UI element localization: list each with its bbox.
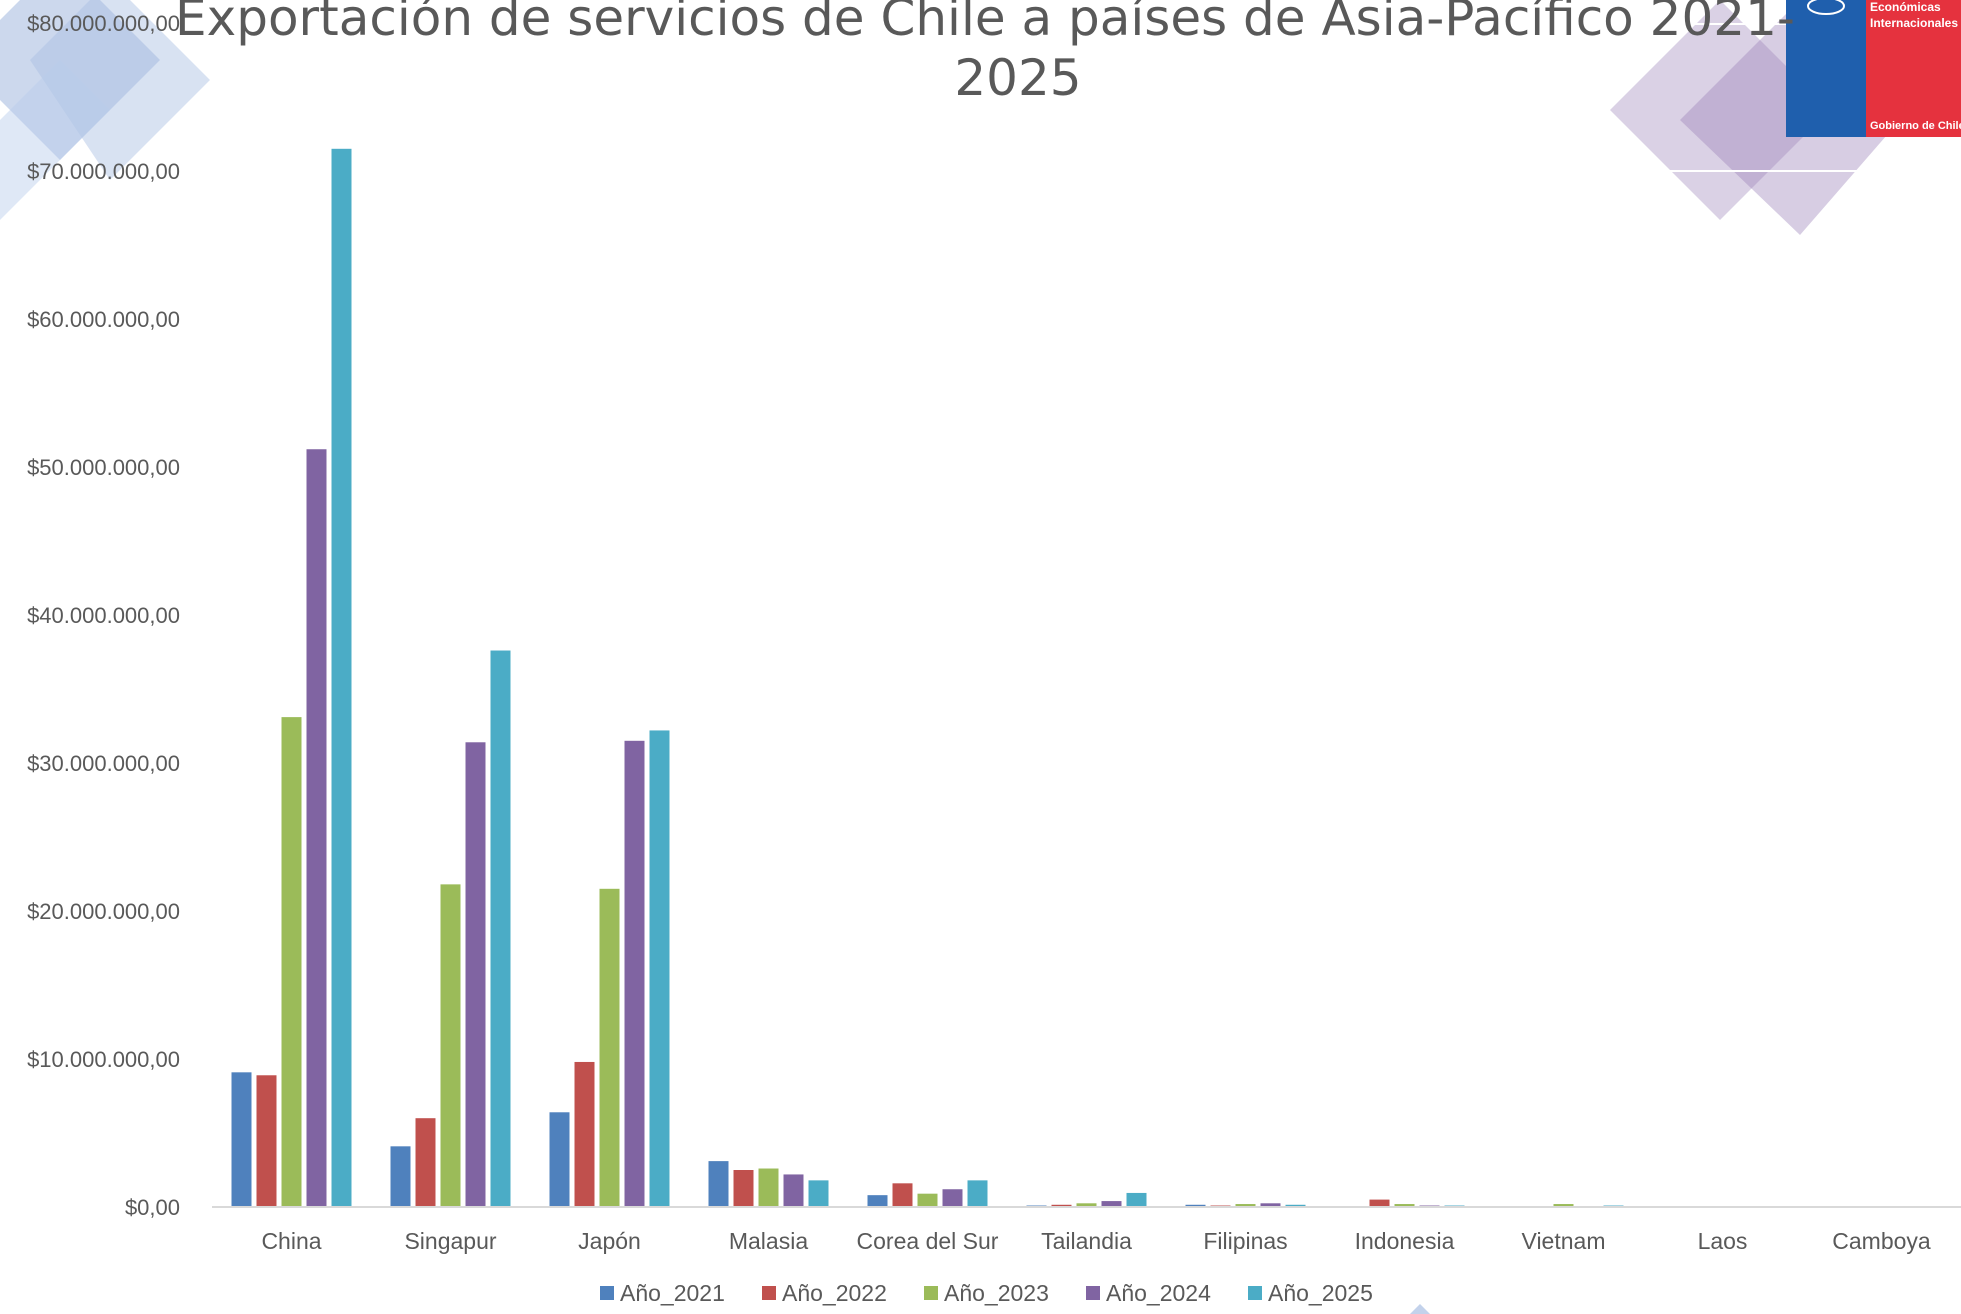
x-tick-label: Corea del Sur bbox=[857, 1228, 999, 1254]
bar-filipinas-año_2024 bbox=[1260, 1203, 1281, 1207]
x-tick-label: Filipinas bbox=[1203, 1228, 1287, 1254]
bar-malasia-año_2022 bbox=[733, 1170, 754, 1207]
chart-title-line-2: 2025 bbox=[954, 49, 1081, 107]
x-tick-label: Camboya bbox=[1832, 1228, 1931, 1254]
y-tick-label: $0,00 bbox=[125, 1195, 180, 1220]
x-axis: China Singapur Japón Malasia Corea del Sur Ta… bbox=[261, 1228, 1930, 1254]
y-tick-label: $30.000.000,00 bbox=[27, 751, 180, 776]
x-tick-label: Tailandia bbox=[1041, 1228, 1132, 1254]
bar-singapur-año_2023 bbox=[440, 884, 461, 1207]
bar-malasia-año_2023 bbox=[758, 1168, 779, 1207]
bar-corea-del-sur-año_2025 bbox=[967, 1180, 988, 1207]
logo-blue-block bbox=[1786, 0, 1866, 137]
y-axis: $0,00 $10.000.000,00 $20.000.000,00 $30.000… bbox=[27, 11, 180, 1220]
logo-red-block bbox=[1866, 0, 1961, 137]
bar-filipinas-año_2023 bbox=[1235, 1204, 1256, 1207]
bar-corea-del-sur-año_2021 bbox=[867, 1195, 888, 1207]
chart-title: Exportación de servicios de Chile a país… bbox=[175, 0, 1795, 107]
bar-corea-del-sur-año_2024 bbox=[942, 1189, 963, 1207]
legend-label-año_2025: Año_2025 bbox=[1268, 1280, 1373, 1306]
y-tick-label: $60.000.000,00 bbox=[27, 307, 180, 332]
legend-swatch-año_2025 bbox=[1248, 1286, 1262, 1300]
logo-emblem-icon bbox=[1807, 0, 1845, 15]
bar-tailandia-año_2024 bbox=[1101, 1201, 1122, 1207]
bar-japón-año_2021 bbox=[549, 1112, 570, 1207]
bar-malasia-año_2025 bbox=[808, 1180, 829, 1207]
logo-line-2: Internacionales bbox=[1870, 16, 1958, 30]
bar-corea-del-sur-año_2023 bbox=[917, 1193, 938, 1207]
legend-swatch-año_2021 bbox=[600, 1286, 614, 1300]
bar-tailandia-año_2022 bbox=[1051, 1204, 1072, 1207]
bar-tailandia-año_2023 bbox=[1076, 1203, 1097, 1207]
logo-line-1: Económicas bbox=[1870, 0, 1941, 14]
y-tick-label: $40.000.000,00 bbox=[27, 603, 180, 628]
chart-title-line-1: Exportación de servicios de Chile a país… bbox=[175, 0, 1795, 47]
bar-china-año_2021 bbox=[231, 1072, 252, 1207]
y-tick-label: $50.000.000,00 bbox=[27, 455, 180, 480]
y-tick-label: $70.000.000,00 bbox=[27, 159, 180, 184]
bar-china-año_2023 bbox=[281, 717, 302, 1207]
x-tick-label: Singapur bbox=[404, 1228, 496, 1254]
y-tick-label: $10.000.000,00 bbox=[27, 1047, 180, 1072]
bar-tailandia-año_2025 bbox=[1126, 1192, 1147, 1207]
decor-diamond-2 bbox=[30, 0, 210, 180]
x-tick-label: Vietnam bbox=[1522, 1228, 1606, 1254]
bar-china-año_2025 bbox=[331, 148, 352, 1207]
bar-singapur-año_2022 bbox=[415, 1118, 436, 1207]
decor-diamond-1 bbox=[0, 0, 160, 160]
bar-indonesia-año_2023 bbox=[1394, 1204, 1415, 1207]
legend-swatch-año_2022 bbox=[762, 1286, 776, 1300]
bar-japón-año_2025 bbox=[649, 730, 670, 1207]
y-tick-label: $20.000.000,00 bbox=[27, 899, 180, 924]
bars bbox=[231, 148, 1758, 1207]
bar-singapur-año_2024 bbox=[465, 742, 486, 1207]
x-tick-label: Malasia bbox=[729, 1228, 808, 1254]
bar-singapur-año_2021 bbox=[390, 1146, 411, 1207]
legend-label-año_2024: Año_2024 bbox=[1106, 1280, 1211, 1306]
bar-indonesia-año_2022 bbox=[1369, 1199, 1390, 1207]
bar-malasia-año_2024 bbox=[783, 1174, 804, 1207]
decor-diamond-3 bbox=[0, 60, 110, 220]
legend-label-año_2023: Año_2023 bbox=[944, 1280, 1049, 1306]
x-tick-label: China bbox=[261, 1228, 321, 1254]
x-tick-label: Japón bbox=[578, 1228, 641, 1254]
bar-china-año_2022 bbox=[256, 1075, 277, 1207]
bar-malasia-año_2021 bbox=[708, 1161, 729, 1207]
bar-singapur-año_2025 bbox=[490, 650, 511, 1207]
decor-diamond-6 bbox=[1410, 1304, 1430, 1314]
y-tick-label: $80.000.000,00 bbox=[27, 11, 180, 36]
decor-diamond-4 bbox=[1610, 0, 1830, 220]
legend-swatch-año_2024 bbox=[1086, 1286, 1100, 1300]
bar-filipinas-año_2021 bbox=[1185, 1204, 1206, 1207]
x-tick-label: Indonesia bbox=[1355, 1228, 1455, 1254]
legend-label-año_2022: Año_2022 bbox=[782, 1280, 887, 1306]
bar-vietnam-año_2023 bbox=[1553, 1204, 1574, 1207]
bar-japón-año_2023 bbox=[599, 888, 620, 1207]
bar-china-año_2024 bbox=[306, 449, 327, 1207]
bar-corea-del-sur-año_2022 bbox=[892, 1183, 913, 1207]
bar-japón-año_2022 bbox=[574, 1061, 595, 1207]
bar-japón-año_2024 bbox=[624, 740, 645, 1207]
x-tick-label: Laos bbox=[1698, 1228, 1748, 1254]
logo-footer: Gobierno de Chile bbox=[1870, 120, 1961, 132]
institution-logo: Económicas Internacionales Gobierno de C… bbox=[1786, 0, 1961, 137]
legend: Año_2021 Año_2022 Año_2023 Año_2024 Año_2025 bbox=[600, 1280, 1373, 1306]
bar-filipinas-año_2025 bbox=[1285, 1204, 1306, 1207]
legend-label-año_2021: Año_2021 bbox=[620, 1280, 725, 1306]
legend-swatch-año_2023 bbox=[924, 1286, 938, 1300]
